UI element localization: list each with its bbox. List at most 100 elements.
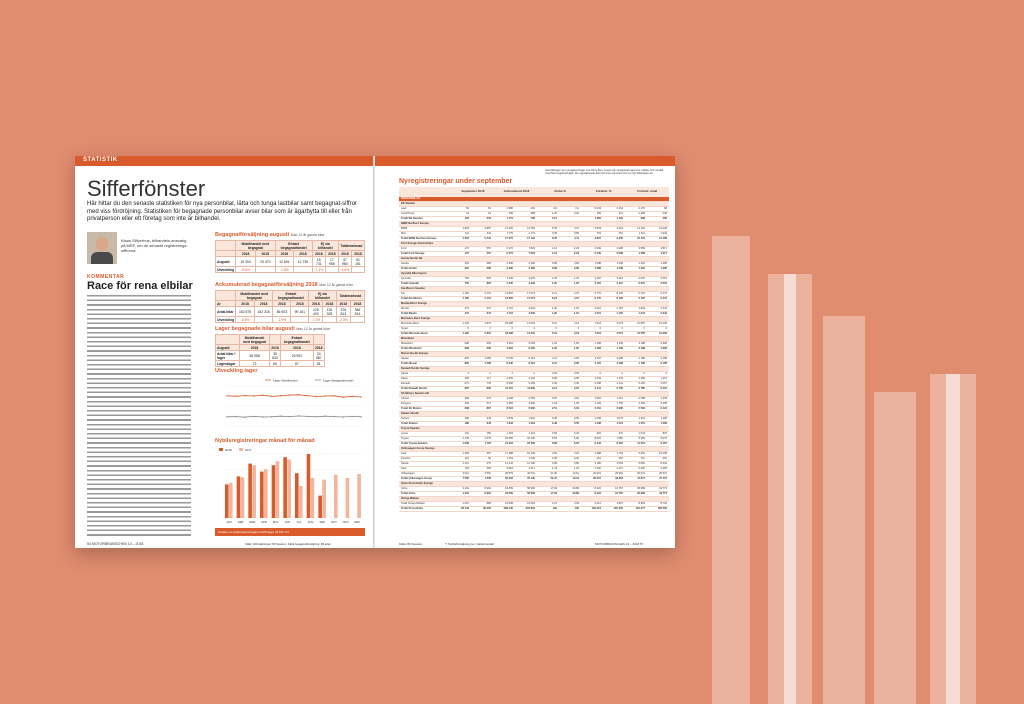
table-cell: 6,02 bbox=[551, 237, 557, 240]
table-cell: 24 318 bbox=[505, 442, 513, 445]
table-cell: 0,38 bbox=[551, 457, 557, 460]
table-cell bbox=[581, 272, 603, 276]
table-cell bbox=[647, 197, 669, 201]
table-cell bbox=[471, 412, 493, 416]
table-cell: 35 879 bbox=[505, 472, 513, 475]
table-cell bbox=[647, 367, 669, 371]
table-cell: 1 467 bbox=[660, 377, 668, 380]
table-cell bbox=[625, 197, 647, 201]
table-cell bbox=[603, 447, 625, 451]
table-cell: 1 420 bbox=[462, 322, 470, 325]
table-cell: 78 130 bbox=[527, 477, 535, 480]
table-cell bbox=[537, 197, 559, 201]
table-header-cell: Enbart begagnathandel bbox=[272, 290, 310, 301]
table-row: Toyota 1 445 1 575 22 855 22 135 6,53 5,90 8 08… bbox=[399, 437, 669, 442]
table-cell bbox=[324, 266, 339, 273]
table-cell: 5 932 bbox=[638, 452, 646, 455]
table-cell: 4 716 bbox=[506, 312, 514, 315]
table-cell: 2 328 bbox=[528, 267, 536, 270]
table-cell bbox=[647, 352, 669, 356]
table-cell: 1 943 bbox=[660, 232, 668, 235]
table-cell: 1,12 bbox=[551, 252, 557, 255]
table-cell: 4 716 bbox=[506, 307, 514, 310]
table-cell: 2,03 bbox=[573, 407, 579, 410]
table-cell: 0 bbox=[599, 327, 601, 330]
table-row: Utveckling -0,6% -1,9% -7,1% -2,3% bbox=[214, 316, 366, 323]
table-cell: 1,65 bbox=[573, 342, 579, 345]
table-cell: 7 823 bbox=[528, 252, 536, 255]
bar bbox=[318, 495, 322, 518]
table-row: Mercedes-Benz Sverige bbox=[399, 317, 669, 322]
table-cell: 4 955 bbox=[506, 402, 514, 405]
table-cell: 22,47 bbox=[550, 477, 558, 480]
table-cell: 0,00 bbox=[551, 372, 557, 375]
table-cell bbox=[493, 287, 515, 291]
table-cell bbox=[625, 367, 647, 371]
table-cell: 886 bbox=[486, 502, 491, 505]
bar bbox=[225, 484, 229, 518]
table-row: BMW 1 523 4 887 14 250 12 052 5,78 3,37 3 833 3 … bbox=[399, 227, 669, 232]
footer-source: Källa: bilförsäljningar: Bil Sweden; Käl… bbox=[245, 542, 331, 546]
table-cell bbox=[625, 272, 647, 276]
table-cell bbox=[581, 427, 603, 431]
table-cell: -7,1% bbox=[311, 266, 326, 273]
table-row: Totalt Renault Nordic 876 895 11 461 11 892 3… bbox=[399, 387, 669, 392]
table-cell: 1 052 bbox=[594, 397, 602, 400]
table-cell: Volkswagen Group Sverige bbox=[401, 447, 435, 450]
table-cell: 126 328 bbox=[322, 306, 337, 317]
table-cell bbox=[581, 197, 603, 201]
table-cell: 3,59 bbox=[551, 462, 557, 465]
table-cell: 0 bbox=[599, 372, 601, 375]
table-cell: 1,09 bbox=[573, 402, 579, 405]
table-cell: 24 887 bbox=[312, 350, 326, 361]
table-cell: 158 592 bbox=[657, 507, 667, 510]
table-cell bbox=[537, 302, 559, 306]
table-cell: Renault bbox=[401, 382, 410, 385]
table-cell: 15 731 bbox=[311, 256, 326, 267]
table-cell bbox=[603, 317, 625, 321]
table-cell bbox=[559, 412, 581, 416]
table-cell: 1,25 bbox=[551, 282, 557, 285]
table-cell: Honda bbox=[401, 262, 409, 265]
table-cell: Mercedes-Benz bbox=[401, 322, 420, 325]
table-cell: 1,73 bbox=[551, 467, 557, 470]
table-cell: 2 612 bbox=[594, 502, 602, 505]
data-point bbox=[235, 395, 237, 397]
table-cell: 309 bbox=[486, 347, 491, 350]
table-cell: 1 186 bbox=[638, 362, 646, 365]
table-cell: 14 250 bbox=[505, 227, 513, 230]
table-cell bbox=[471, 257, 493, 261]
table-row: Skoda 1 212 275 14 144 12 196 3,59 3,80 3 180 3 … bbox=[399, 462, 669, 467]
table-cell: Totalt Ford Sverige bbox=[401, 252, 425, 255]
table-cell: 2 328 bbox=[528, 262, 536, 265]
table-cell bbox=[559, 197, 581, 201]
table-cell: 3 068 bbox=[506, 397, 514, 400]
data-point bbox=[270, 416, 273, 418]
table-cell: 10 767 bbox=[615, 492, 623, 495]
table-cell: Mobilhandel med begagnat bbox=[239, 334, 270, 345]
table-cell: 1 109 bbox=[594, 402, 602, 405]
table-cell: Honda Nordic AB bbox=[401, 257, 423, 260]
table-cell: 0 bbox=[467, 327, 469, 330]
table-cell bbox=[559, 392, 581, 396]
footer-note: *) Nybilsförsäljning per märke/modell bbox=[445, 542, 494, 546]
table-cell bbox=[449, 412, 471, 416]
table-cell: 1 251 bbox=[638, 422, 646, 425]
table-cell: 825 bbox=[486, 277, 491, 280]
table-cell bbox=[449, 222, 471, 226]
table-cell: 17 074 bbox=[527, 292, 535, 295]
table-cell: Totalt Övriga Märken bbox=[401, 502, 425, 505]
table-cell: 3 933 bbox=[528, 277, 536, 280]
bar bbox=[310, 478, 315, 518]
table-cell: 1 383 bbox=[638, 377, 646, 380]
table-cell: Enbart begagnathandel bbox=[280, 334, 314, 345]
table-cell bbox=[603, 497, 625, 501]
table-cell: 8 322 bbox=[616, 442, 624, 445]
table-cell: 608 bbox=[464, 347, 469, 350]
table-cell bbox=[581, 447, 603, 451]
table-cell: -5,6% bbox=[235, 266, 257, 273]
table-cell: 2 158 bbox=[660, 357, 668, 360]
table-cell bbox=[581, 202, 603, 206]
table-cell: Utveckling bbox=[214, 266, 237, 273]
table-cell: 1,02 bbox=[551, 347, 557, 350]
